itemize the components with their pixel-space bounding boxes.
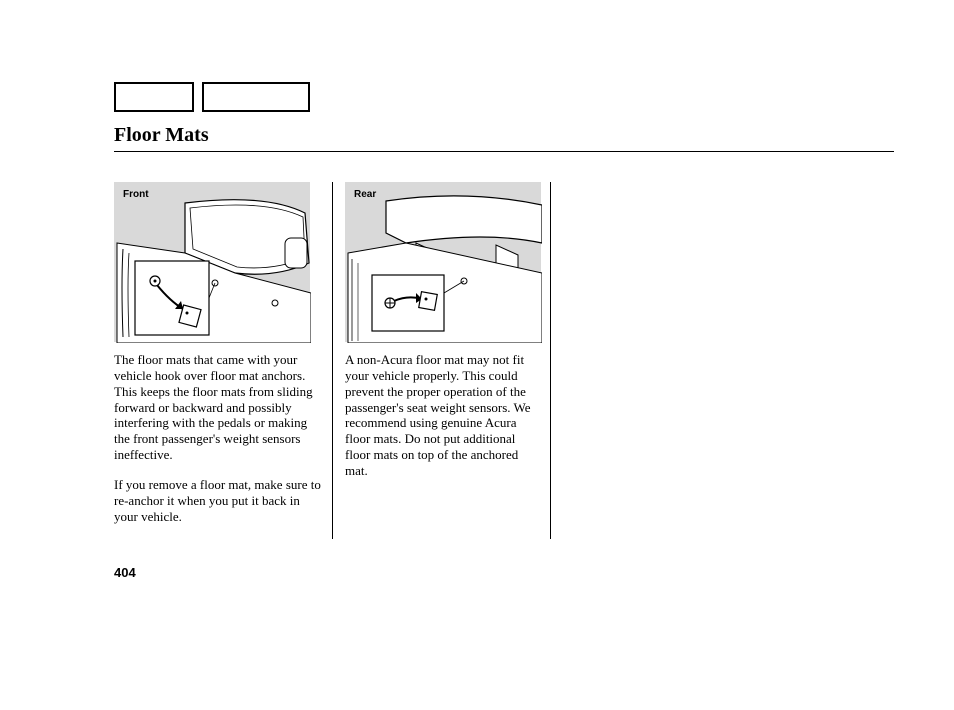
- page-number: 404: [114, 565, 136, 580]
- col1-para2: If you remove a floor mat, make sure to …: [114, 477, 322, 525]
- header-boxes: [114, 82, 894, 112]
- rear-floor-mat-illustration: [346, 183, 542, 343]
- col2-para1: A non-Acura floor mat may not fit your v…: [345, 352, 540, 479]
- header-box-2: [202, 82, 310, 112]
- column-3-divider: [550, 182, 570, 539]
- column-1: Front: [114, 182, 332, 539]
- content-columns: Front: [114, 182, 894, 539]
- figure-rear: Rear: [345, 182, 541, 342]
- manual-page: Floor Mats Front: [0, 0, 954, 710]
- column-2: Rear: [332, 182, 550, 539]
- title-rule: [114, 151, 894, 152]
- page-title: Floor Mats: [114, 124, 894, 147]
- front-floor-mat-illustration: [115, 183, 311, 343]
- col1-para1: The floor mats that came with your vehic…: [114, 352, 322, 463]
- header-box-1: [114, 82, 194, 112]
- figure-front: Front: [114, 182, 310, 342]
